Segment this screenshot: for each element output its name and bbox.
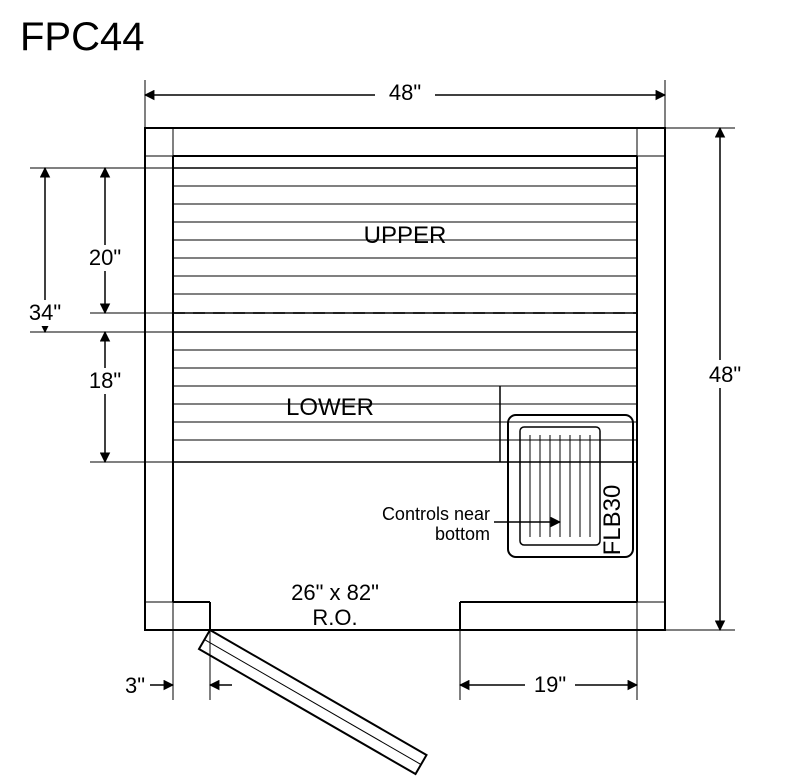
door-ro-2: R.O. <box>312 605 357 630</box>
outer-wall <box>145 128 665 630</box>
title-label: FPC44 <box>20 15 145 59</box>
svg-text:20": 20" <box>89 245 121 270</box>
door-ro-1: 26" x 82" <box>291 580 379 605</box>
dim-bottom-19: 19" <box>460 630 637 700</box>
controls-note-1: Controls near <box>382 504 490 524</box>
lower-label: LOWER <box>286 394 374 421</box>
svg-text:3": 3" <box>125 673 145 698</box>
diagram-canvas: FPC44 <box>0 0 800 776</box>
upper-label: UPPER <box>364 222 447 249</box>
lower-bench <box>173 332 637 462</box>
svg-text:48": 48" <box>389 80 421 105</box>
svg-text:48": 48" <box>709 362 741 387</box>
dim-left-group: 34" 20" 18" <box>20 168 173 462</box>
heater-label: FLB30 <box>599 485 626 556</box>
dim-right-height: 48" <box>665 128 750 630</box>
door <box>199 630 427 774</box>
svg-text:18": 18" <box>89 368 121 393</box>
floorplan-svg: FPC44 <box>0 0 800 776</box>
svg-text:34": 34" <box>29 300 61 325</box>
controls-note-2: bottom <box>435 524 490 544</box>
svg-text:19": 19" <box>534 672 566 697</box>
dim-top-width: 48" <box>145 78 665 128</box>
